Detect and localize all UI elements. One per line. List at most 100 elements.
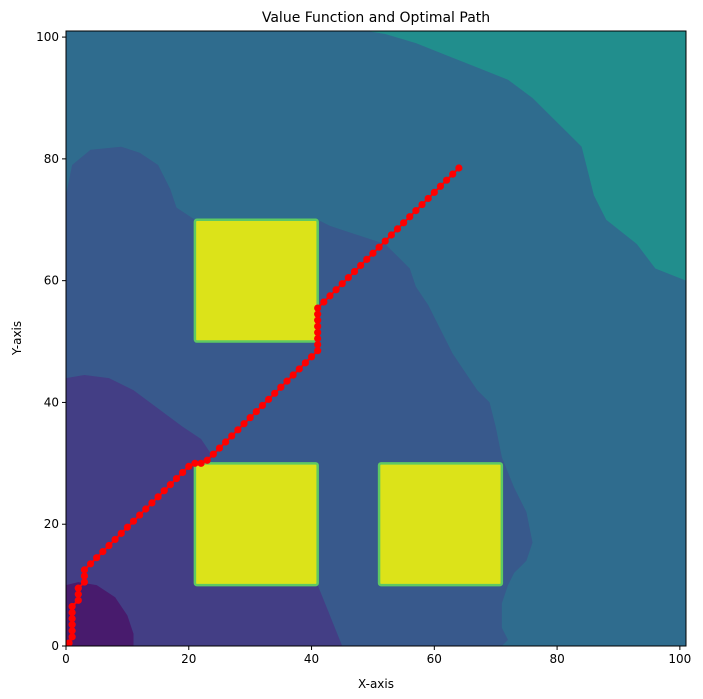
optimal-path [65, 164, 463, 647]
path-point [123, 523, 131, 531]
path-point [185, 462, 193, 470]
path-point [93, 554, 101, 562]
obstacle-2 [193, 462, 319, 587]
path-point [332, 286, 340, 294]
path-point [74, 596, 82, 604]
path-point [271, 389, 279, 397]
contour-region-level_1 [66, 582, 134, 646]
path-point [74, 590, 82, 598]
path-point [369, 249, 377, 257]
path-point [136, 511, 144, 519]
y-tick-label: 60 [44, 274, 59, 288]
path-point [172, 474, 181, 483]
plot-frame [65, 30, 687, 647]
x-tick-label: 40 [304, 652, 319, 666]
path-point [234, 426, 242, 434]
path-point [314, 316, 322, 324]
path-point [314, 310, 322, 318]
path-point [209, 450, 217, 458]
path-point [393, 225, 402, 233]
path-point [320, 298, 328, 306]
x-tick-label: 80 [549, 652, 564, 666]
path-point [307, 353, 316, 361]
path-point [264, 395, 273, 403]
y-tick-label: 0 [51, 639, 59, 653]
path-point [68, 621, 76, 629]
path-point [105, 541, 113, 550]
path-point [111, 535, 119, 544]
path-point [338, 280, 346, 288]
path-point [215, 444, 224, 452]
path-point [99, 548, 107, 556]
path-point [314, 334, 322, 343]
path-point [442, 176, 451, 184]
path-point [406, 213, 414, 221]
path-point [86, 560, 95, 568]
path-point [277, 383, 285, 391]
path-point [203, 456, 211, 464]
path-point [350, 267, 359, 276]
path-point [363, 255, 371, 263]
path-point [295, 365, 303, 373]
path-point [154, 493, 162, 501]
path-point [68, 633, 76, 641]
path-point [258, 401, 267, 410]
y-axis: 0 20 40 60 80 100 [36, 30, 66, 653]
path-point [68, 608, 76, 617]
path-point [74, 584, 82, 592]
path-point [449, 170, 457, 178]
path-point [80, 572, 89, 580]
y-tick-label: 20 [44, 517, 59, 531]
path-point [430, 188, 438, 196]
obstacle-3 [377, 462, 504, 587]
path-point [314, 328, 322, 337]
x-axis: 0 20 40 60 80 100 [62, 646, 691, 666]
path-point [222, 438, 230, 446]
path-point [80, 566, 89, 574]
path-point [412, 207, 420, 215]
path-point [166, 481, 174, 489]
path-point [289, 371, 297, 379]
y-axis-label: Y-axis [10, 321, 24, 356]
y-tick-label: 100 [36, 30, 59, 44]
path-point [314, 304, 322, 312]
path-point [314, 322, 322, 330]
path-point [418, 200, 426, 209]
path-point [117, 529, 125, 537]
x-tick-label: 20 [181, 652, 196, 666]
contour-region-level_5 [366, 31, 686, 281]
path-point [455, 164, 463, 172]
y-tick-label: 40 [44, 395, 59, 409]
path-point [68, 627, 76, 635]
x-tick-label: 0 [62, 652, 70, 666]
path-point [387, 231, 395, 239]
path-point [326, 292, 334, 300]
path-point [424, 194, 432, 203]
chart-title: Value Function and Optimal Path [262, 10, 490, 26]
obstacles [193, 218, 504, 587]
path-point [240, 420, 248, 428]
contour-region-level_2 [66, 375, 343, 646]
path-point [129, 517, 138, 525]
path-point [160, 487, 168, 495]
x-axis-label: X-axis [358, 677, 394, 691]
path-point [228, 432, 236, 440]
path-point [301, 359, 310, 367]
y-tick-label: 80 [44, 152, 59, 166]
path-point [400, 219, 408, 227]
path-point [252, 407, 260, 416]
path-point [179, 468, 187, 477]
path-point [381, 237, 389, 245]
path-point [314, 347, 322, 355]
path-point [191, 459, 199, 467]
path-point [375, 243, 383, 251]
path-point [344, 274, 352, 282]
path-point [246, 414, 254, 422]
path-point [65, 639, 73, 647]
path-point [148, 499, 156, 507]
plot-area [65, 30, 687, 647]
path-point [283, 377, 291, 385]
path-point [314, 340, 322, 349]
path-point [80, 578, 89, 586]
